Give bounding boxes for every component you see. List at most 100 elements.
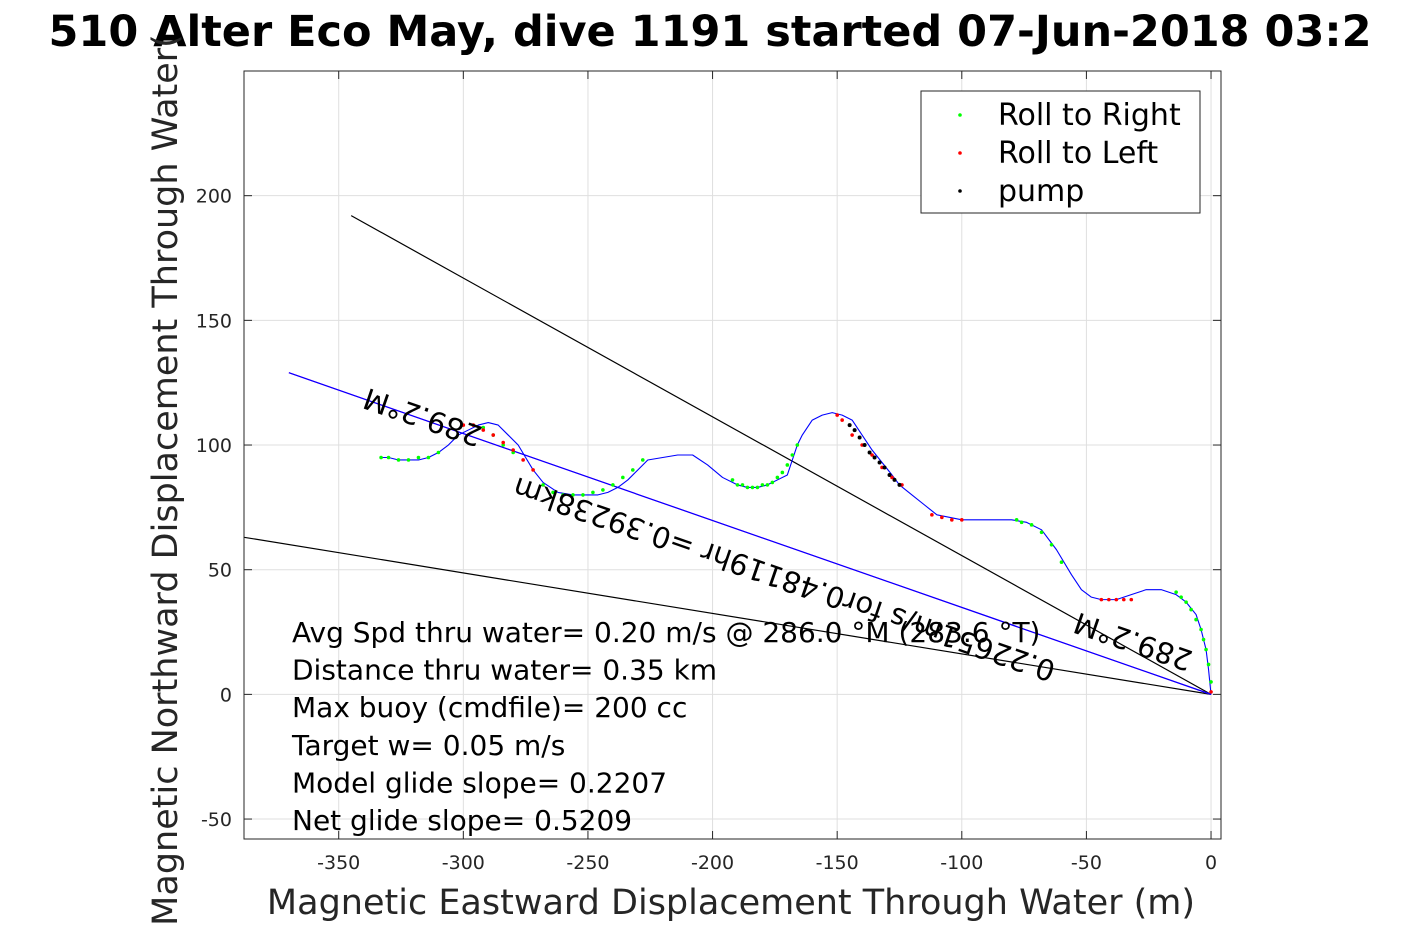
roll-right-point xyxy=(760,483,765,487)
roll-left-point xyxy=(870,453,874,457)
x-tick-label: -150 xyxy=(816,852,859,874)
annotations: Avg Spd thru water= 0.20 m/s @ 286.0 °M … xyxy=(291,616,1040,837)
roll-right-point xyxy=(1049,542,1054,547)
x-tick-label: -300 xyxy=(442,852,485,874)
pump-point xyxy=(857,435,862,440)
roll-right-point xyxy=(591,490,595,495)
roll-right-point xyxy=(551,490,555,495)
roll-right-point xyxy=(481,425,486,430)
annotation-line: Model glide slope= 0.2207 xyxy=(292,766,667,799)
roll-right-point xyxy=(561,493,565,497)
pump-point xyxy=(882,465,887,470)
roll-right-point xyxy=(386,455,391,460)
y-tick-label: 0 xyxy=(220,684,232,706)
roll-right-point xyxy=(426,455,431,460)
roll-right-point xyxy=(1179,595,1183,599)
roll-right-point xyxy=(780,470,785,475)
roll-right-point xyxy=(379,455,383,460)
roll-right-point xyxy=(1029,523,1034,527)
roll-left-point xyxy=(835,413,839,417)
roll-right-point xyxy=(1039,530,1044,535)
roll-right-point xyxy=(1199,627,1203,632)
legend-marker-roll-right xyxy=(958,113,962,117)
pump-point xyxy=(867,450,872,455)
reference-lines xyxy=(243,215,1212,695)
x-tick-label: -50 xyxy=(1071,852,1102,874)
roll-right-point xyxy=(775,475,780,480)
x-axis-label: Magnetic Eastward Displacement Through W… xyxy=(267,883,1195,923)
pump-point xyxy=(872,455,877,460)
roll-right-point xyxy=(640,458,645,462)
legend-marker-roll-left xyxy=(958,151,962,155)
roll-right-point xyxy=(406,458,411,462)
pump-point xyxy=(847,423,852,428)
y-axis-label: Magnetic Northward Displacement Through … xyxy=(146,34,186,926)
roll-left-point xyxy=(1107,597,1111,602)
roll-left-point xyxy=(940,515,944,520)
roll-right-point xyxy=(416,455,421,460)
roll-right-point xyxy=(1194,617,1198,622)
x-tick-label: -200 xyxy=(691,852,734,874)
pump-point xyxy=(877,460,882,465)
roll-right-point xyxy=(511,450,515,455)
roll-left-point xyxy=(890,475,894,480)
roll-right-point xyxy=(581,493,585,497)
roll-right-point xyxy=(541,483,545,487)
annotation-line: Max buoy (cmdfile)= 200 cc xyxy=(292,691,687,724)
roll-left-point xyxy=(521,458,525,462)
roll-left-point xyxy=(1129,597,1134,602)
roll-left-point xyxy=(471,423,476,427)
annotation-line: Target w= 0.05 m/s xyxy=(291,729,565,762)
roll-right-point xyxy=(795,443,800,447)
pump-point xyxy=(852,428,857,433)
roll-left-point xyxy=(850,433,854,437)
roll-left-point xyxy=(950,518,954,522)
y-tick-label: 50 xyxy=(208,560,232,582)
roll-right-point xyxy=(396,458,401,462)
roll-left-point xyxy=(501,440,506,445)
roll-left-point xyxy=(511,448,515,452)
roll-left-point xyxy=(840,418,844,422)
roll-right-point xyxy=(611,483,615,487)
roll-left-point xyxy=(1114,597,1119,602)
reference-line xyxy=(350,215,1212,695)
roll-right-point xyxy=(1206,662,1211,667)
y-tick-label: 150 xyxy=(196,310,232,332)
roll-right-point xyxy=(1209,680,1213,684)
y-ticks: -50 0 50 100 150 200 xyxy=(196,186,1221,831)
roll-right-point xyxy=(740,483,745,487)
roll-right-point xyxy=(621,475,625,480)
x-tick-label: -100 xyxy=(940,852,983,874)
reference-line xyxy=(243,536,1212,695)
roll-left-point xyxy=(1121,597,1126,602)
legend-label-pump: pump xyxy=(998,174,1084,209)
dive-track xyxy=(381,412,1212,695)
roll-left-point xyxy=(481,428,486,432)
roll-right-point xyxy=(631,468,635,472)
roll-right-point xyxy=(730,478,735,482)
roll-left-point xyxy=(1209,690,1213,694)
track-line xyxy=(381,412,1212,695)
roll-right-point xyxy=(1189,607,1193,612)
roll-right-point xyxy=(735,483,740,487)
plot-frame xyxy=(243,70,1222,840)
legend-box xyxy=(920,90,1201,214)
legend-marker-pump xyxy=(958,189,962,193)
y-tick-label: -50 xyxy=(201,809,232,831)
pump-point xyxy=(892,477,897,482)
roll-right-point xyxy=(785,463,790,467)
x-tick-label: -250 xyxy=(566,852,609,874)
roll-right-point xyxy=(750,485,755,490)
pump-point xyxy=(887,472,892,477)
roll-points xyxy=(379,413,1213,694)
roll-left-point xyxy=(930,513,934,517)
pump-point xyxy=(862,443,867,448)
roll-right-point xyxy=(745,485,750,490)
annotation-line: Avg Spd thru water= 0.20 m/s @ 286.0 °M … xyxy=(292,616,1040,649)
y-tick-label: 100 xyxy=(196,435,232,457)
roll-left-point xyxy=(461,423,466,427)
roll-right-point xyxy=(1019,520,1024,525)
pump-point xyxy=(897,482,902,487)
x-tick-label: 0 xyxy=(1205,852,1217,874)
grid-lines xyxy=(244,71,1221,839)
